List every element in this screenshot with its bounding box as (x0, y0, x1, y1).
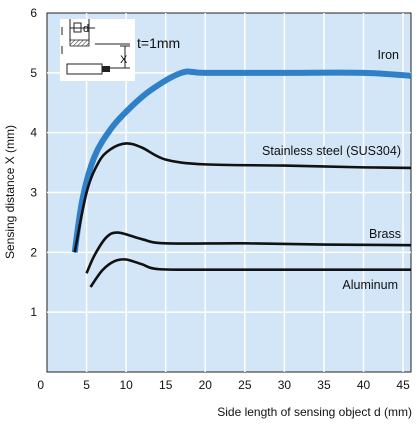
x-ticks: 0 5 10 15 20 25 30 35 40 45 (37, 378, 410, 392)
y-ticks: 1 2 3 4 5 6 (30, 6, 37, 319)
series-line-iron (71, 68, 412, 253)
y-tick-label: 1 (30, 305, 37, 319)
series-line-brass (85, 231, 412, 274)
y-tick-label: 6 (30, 6, 37, 20)
x-tick-label: 30 (278, 378, 292, 392)
y-axis-label: Sensing distance X (mm) (3, 125, 17, 259)
x-tick-label: 0 (37, 378, 44, 392)
inset-d-label: d (83, 23, 89, 35)
x-axis-label: Side length of sensing object d (mm) (217, 405, 412, 419)
x-tick-label: 20 (199, 378, 213, 392)
x-tick-label: 45 (396, 378, 410, 392)
inset-thickness-label: t=1mm (137, 35, 180, 51)
inset-sensor-body (66, 63, 103, 75)
y-tick-label: 2 (30, 245, 37, 259)
series-label: Stainless steel (SUS304) (262, 144, 401, 158)
x-tick-label: 15 (159, 378, 173, 392)
y-tick-label: 4 (30, 126, 37, 140)
series-label: Iron (377, 48, 399, 62)
inset-square-symbol (73, 22, 82, 33)
x-tick-label: 10 (119, 378, 133, 392)
x-tick-label: 35 (317, 378, 331, 392)
series-line-stainless-steel-sus304 (73, 142, 412, 253)
x-tick-label: 5 (83, 378, 90, 392)
inset-target-plate (69, 39, 90, 47)
series-label: Brass (369, 227, 401, 241)
y-tick-label: 3 (30, 186, 37, 200)
inset-x-label: X (120, 54, 128, 66)
y-tick-label: 5 (30, 66, 37, 80)
series-label: Aluminum (342, 278, 398, 292)
inset-sensor-head (102, 66, 110, 72)
inset-diagram: d t=1mm X (60, 19, 180, 81)
series-line-aluminum (89, 258, 412, 288)
series: Iron Stainless steel (SUS304) Brass Aluminu… (71, 48, 412, 292)
x-tick-label: 25 (238, 378, 252, 392)
x-tick-label: 40 (357, 378, 371, 392)
